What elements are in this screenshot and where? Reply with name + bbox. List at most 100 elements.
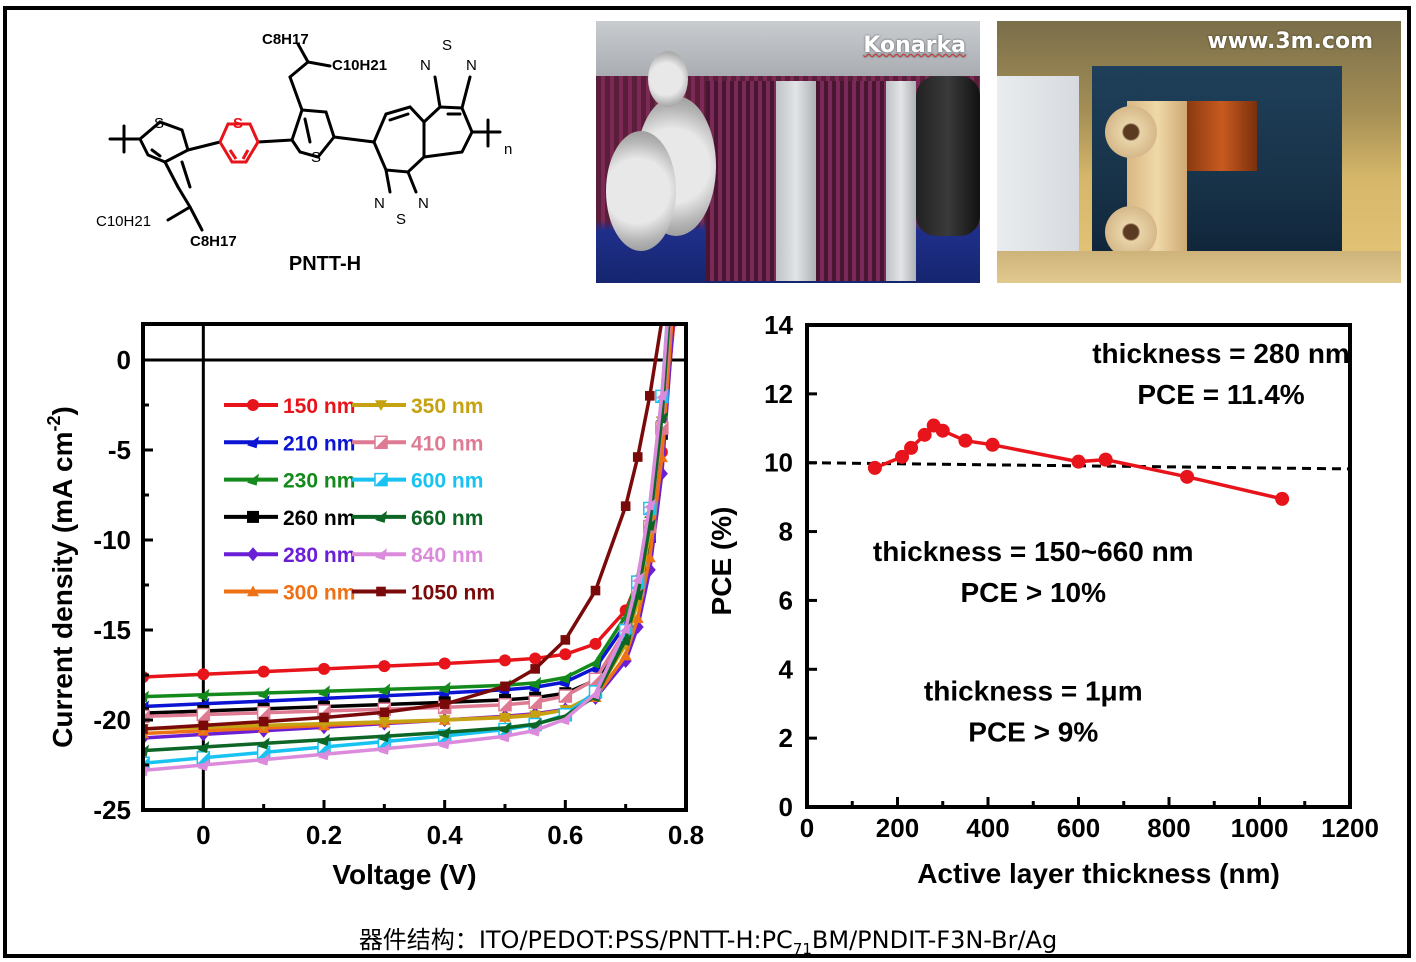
pce-point	[1071, 454, 1086, 469]
legend-label: 600 nm	[411, 470, 483, 493]
pce-vs-thickness-chart: 0 200 400 600 800 1000 1200 0 2 4 6 8 10 12 14 Active l…	[706, 310, 1379, 889]
legend-label: 350 nm	[411, 395, 483, 418]
jv-point-150nm	[197, 668, 210, 681]
jv-point-840nm	[499, 730, 511, 743]
jv-point-1050nm	[632, 452, 643, 462]
jv-point-230nm	[257, 687, 270, 699]
y-axis-label-close: )	[47, 406, 78, 415]
jv-point-280nm	[668, 304, 680, 318]
jv-point-1050nm	[645, 391, 655, 401]
jv-point-1050nm	[379, 707, 390, 718]
legend-marker	[247, 510, 259, 523]
annotation-thickness: thickness = 1μm	[924, 675, 1143, 706]
legend-label: 660 nm	[411, 507, 483, 530]
jv-point-1050nm	[620, 501, 631, 511]
jv-point-660nm	[318, 733, 330, 746]
pce-point	[1180, 469, 1195, 484]
jv-point-350nm	[529, 710, 542, 722]
jv-line-150nm	[143, 324, 676, 679]
y-tick-label: -10	[93, 525, 131, 555]
legend-marker	[375, 510, 387, 523]
jv-point-230nm	[559, 671, 572, 684]
sulfur-atom-label: S	[311, 149, 321, 166]
pce-point	[958, 433, 973, 448]
caption-subscript: 71	[792, 939, 812, 958]
jv-line-260nm	[143, 324, 672, 715]
sulfur-atom-label-red: S	[233, 115, 243, 132]
jv-point-840nm	[655, 388, 668, 401]
y-tick-label: 10	[764, 448, 793, 478]
annotation-thickness: thickness = 280 nm	[1092, 338, 1350, 369]
legend-label: 230 nm	[283, 470, 355, 493]
x-tick-label: 0.2	[306, 820, 342, 850]
legend-label: 840 nm	[411, 544, 483, 567]
y-axis-label-exponent: -2	[44, 415, 64, 431]
photo-konarka-roll-to-roll: Konarka	[596, 21, 980, 283]
caption-text: ITO/PEDOT:PSS/PNTT-H:PC	[478, 926, 793, 954]
jv-legend: 150 nm 210 nm 230 nm 260 nm 280 nm 300 nm 350 …	[224, 395, 495, 605]
legend-label: 150 nm	[283, 395, 355, 418]
jv-point-280nm	[619, 653, 632, 668]
photo-credit-konarka: Konarka	[863, 33, 966, 58]
legend-marker	[247, 547, 259, 562]
jv-point-230nm	[318, 685, 330, 698]
pce-point	[1275, 491, 1290, 506]
jv-point-660nm	[197, 741, 210, 753]
jv-point-150nm	[529, 652, 542, 665]
jv-point-660nm	[619, 633, 632, 646]
x-axis-label: Voltage (V)	[332, 859, 476, 890]
jv-point-600nm	[256, 745, 271, 760]
legend-label: 210 nm	[283, 432, 355, 455]
side-chain-label: C8H17	[190, 233, 237, 250]
jv-point-230nm	[197, 688, 210, 701]
legend-marker	[247, 473, 259, 486]
jv-point-840nm	[529, 724, 542, 737]
annotation-thickness: thickness = 150~660 nm	[873, 536, 1194, 567]
x-tick-label: 0	[800, 813, 814, 843]
jv-point-150nm	[318, 662, 330, 675]
figure-border	[3, 6, 1411, 958]
pce-point	[985, 437, 1000, 452]
legend-marker	[247, 585, 259, 597]
nitrogen-atom-label: N	[420, 57, 431, 74]
photo-credit-3m: www.3m.com	[1207, 29, 1373, 54]
x-tick-label: 800	[1147, 813, 1190, 843]
y-tick-label: -20	[93, 705, 131, 735]
jv-point-1050nm	[500, 681, 510, 692]
y-axis-label-main: Current density (mA cm	[47, 431, 78, 747]
polymer-name: PNTT-H	[289, 253, 361, 275]
sulfur-atom-label: S	[396, 211, 406, 228]
pce-point	[867, 460, 882, 475]
jv-point-1050nm	[319, 712, 329, 723]
highlighted-thiophene	[218, 122, 260, 164]
jv-point-150nm	[438, 657, 451, 670]
jv-plot-frame	[141, 322, 688, 812]
jv-point-350nm	[499, 712, 511, 724]
jv-point-660nm	[257, 737, 270, 750]
jv-point-840nm	[589, 687, 602, 700]
repeat-unit-n: n	[504, 141, 512, 158]
photo-3m-coating-machine: www.3m.com	[997, 21, 1401, 283]
x-tick-label: 400	[966, 813, 1009, 843]
nitrogen-atom-label: N	[374, 195, 385, 212]
y-tick-label: 0	[117, 345, 131, 375]
legend-label: 260 nm	[283, 507, 355, 530]
sulfur-atom-label: S	[154, 115, 164, 132]
jv-point-1050nm	[258, 716, 269, 727]
y-tick-label: 0	[779, 792, 793, 822]
y-tick-label: 14	[764, 310, 793, 340]
x-tick-label: 200	[876, 813, 919, 843]
caption-prefix: 器件结构：	[358, 926, 479, 954]
annotation-pce: PCE > 9%	[968, 717, 1098, 748]
legend-marker	[247, 399, 259, 411]
jv-point-840nm	[619, 622, 632, 635]
jv-point-230nm	[378, 683, 391, 696]
chemical-structure-pntt-h: S S S S N N N N S n C10H21 C8H17 C8H17 C…	[96, 31, 512, 275]
jv-point-350nm	[378, 717, 391, 728]
jv-point-840nm	[643, 498, 656, 511]
pce-point	[935, 423, 950, 438]
jv-point-840nm	[438, 737, 451, 750]
jv-point-230nm	[438, 681, 451, 694]
jv-point-230nm	[589, 656, 602, 669]
legend-marker	[375, 400, 387, 411]
